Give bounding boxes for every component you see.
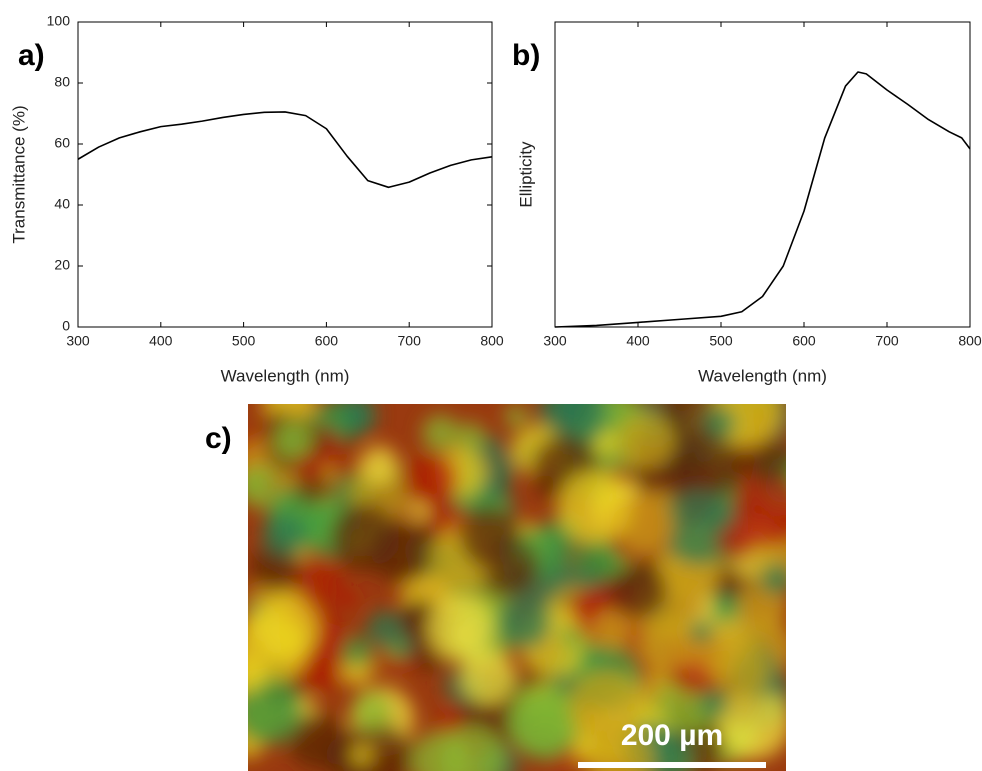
plot-frame xyxy=(77,21,493,328)
blob xyxy=(616,496,674,554)
y-tick-label: 20 xyxy=(54,257,70,273)
blob xyxy=(404,452,459,507)
y-tick-label: 100 xyxy=(47,13,71,29)
panel-label: a) xyxy=(18,39,45,72)
blob xyxy=(427,595,494,662)
blob xyxy=(716,522,755,561)
y-tick-label: 40 xyxy=(54,196,70,212)
blob xyxy=(698,593,715,610)
plot-frame xyxy=(554,21,971,328)
blob xyxy=(460,649,516,705)
blob xyxy=(439,724,506,771)
x-tick-label: 500 xyxy=(232,333,256,349)
y-tick-label: 60 xyxy=(54,135,70,151)
blob xyxy=(250,593,320,663)
panel-label: b) xyxy=(512,39,540,72)
y-axis-title: Ellipticity xyxy=(516,141,535,208)
y-axis-title: Transmittance (%) xyxy=(9,105,28,243)
blob xyxy=(394,636,415,658)
blob xyxy=(568,669,640,741)
blob xyxy=(559,626,578,645)
blob xyxy=(360,445,399,484)
blob xyxy=(336,587,359,610)
blob xyxy=(690,619,713,643)
x-tick-label: 300 xyxy=(66,333,90,349)
blob xyxy=(618,412,675,469)
micrograph xyxy=(248,404,786,771)
blob xyxy=(341,636,373,667)
y-tick-label: 0 xyxy=(62,318,70,334)
y-tick-label: 80 xyxy=(54,74,70,90)
line-series xyxy=(554,71,971,328)
blob xyxy=(330,502,399,572)
blob xyxy=(590,609,631,651)
blob xyxy=(713,644,770,701)
x-tick-label: 700 xyxy=(398,333,422,349)
blob xyxy=(507,684,579,756)
x-tick-label: 300 xyxy=(543,333,567,349)
blob xyxy=(422,414,459,452)
x-tick-label: 800 xyxy=(958,333,982,349)
blob xyxy=(351,690,393,732)
blob xyxy=(272,418,315,461)
blob xyxy=(293,556,341,603)
x-axis-title: Wavelength (nm) xyxy=(698,366,827,385)
blob xyxy=(248,652,269,693)
blob xyxy=(747,406,772,431)
blob xyxy=(366,610,404,648)
x-axis-title: Wavelength (nm) xyxy=(221,366,350,385)
blob xyxy=(703,406,736,439)
x-tick-label: 400 xyxy=(149,333,173,349)
blob xyxy=(699,688,728,717)
blob xyxy=(497,594,552,649)
blob xyxy=(557,470,631,544)
blob xyxy=(504,404,528,428)
texture xyxy=(248,404,786,771)
blob xyxy=(248,465,281,509)
blob xyxy=(455,422,486,453)
line-series xyxy=(77,111,493,189)
x-tick-label: 600 xyxy=(792,333,816,349)
x-tick-label: 700 xyxy=(875,333,899,349)
x-tick-label: 500 xyxy=(709,333,733,349)
blob xyxy=(717,686,786,760)
blob xyxy=(746,436,786,484)
blob xyxy=(711,596,738,622)
blob xyxy=(611,563,667,619)
blob xyxy=(350,744,373,766)
panel-label: c) xyxy=(205,422,232,455)
blob xyxy=(288,712,345,769)
blob xyxy=(459,505,522,569)
blob xyxy=(261,513,307,558)
x-tick-label: 400 xyxy=(626,333,650,349)
blob xyxy=(248,676,303,745)
blob xyxy=(294,451,325,483)
x-tick-label: 600 xyxy=(315,333,339,349)
blob xyxy=(760,562,786,596)
scale-bar-label: 200 µm xyxy=(621,719,723,752)
x-tick-label: 800 xyxy=(480,333,504,349)
blob xyxy=(343,404,370,429)
